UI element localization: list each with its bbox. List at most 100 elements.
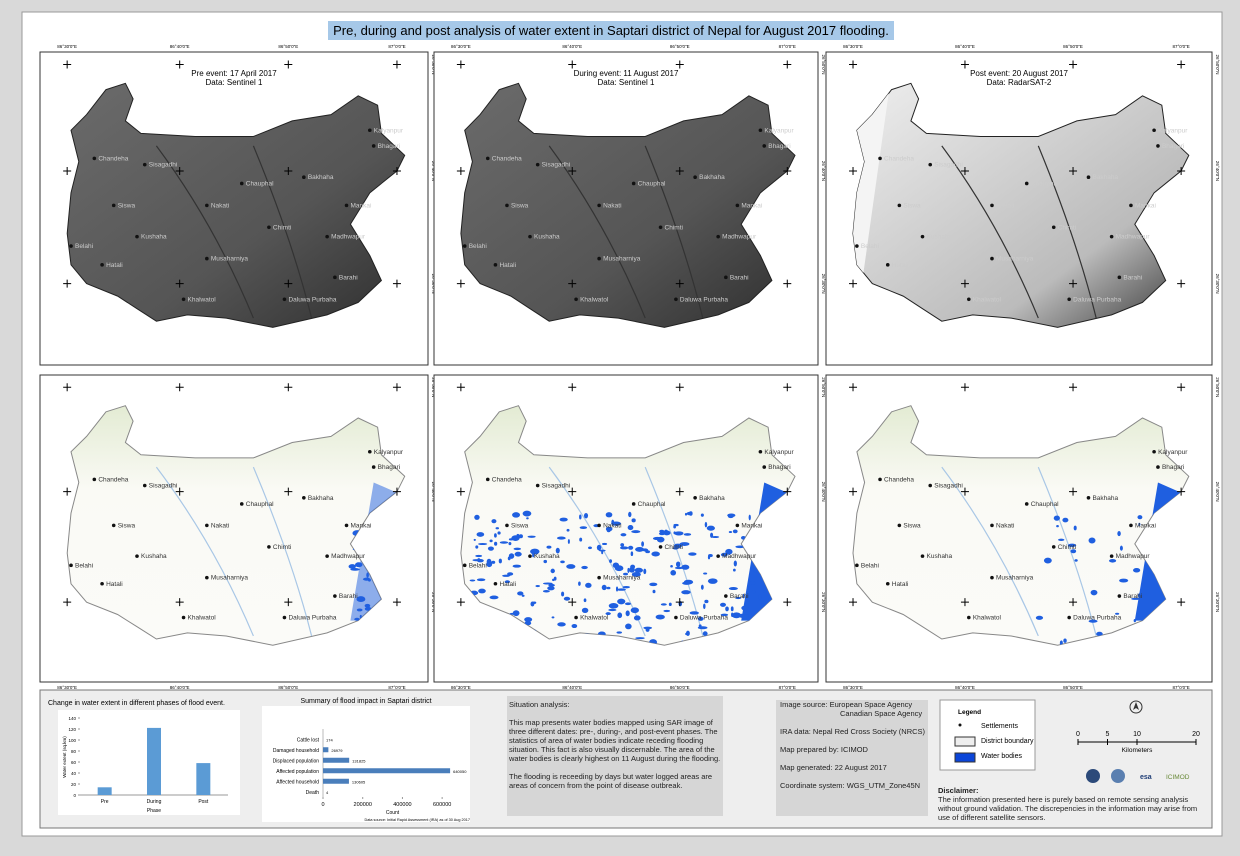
settlement: [758, 449, 763, 454]
chart-title: Change in water extent in different phas…: [48, 700, 225, 707]
water: [579, 514, 582, 520]
longitude-label: 87°0'0"E: [779, 685, 796, 690]
settlement: [142, 162, 147, 167]
scale-label: 20: [1192, 731, 1200, 738]
graticule-cross: [568, 487, 577, 496]
water: [656, 536, 665, 543]
x-axis-label: Phase: [147, 808, 161, 814]
settlement: [142, 483, 147, 488]
longitude-label: 86°40'0"E: [170, 44, 190, 49]
water: [476, 578, 486, 582]
settlement: [100, 581, 104, 586]
graticule-cross: [568, 60, 577, 69]
water: [663, 609, 671, 613]
river: [155, 466, 313, 637]
settlement-label: Kushaha: [927, 234, 953, 241]
longitude-label: 87°0'0"E: [388, 44, 405, 49]
settlement-label: Khalwatol: [973, 296, 1002, 303]
settlement-label: Kalyanpur: [374, 127, 404, 134]
water: [524, 620, 532, 626]
water: [659, 529, 665, 533]
water: [608, 603, 619, 609]
info-line: Map generated: 22 August 2017: [780, 763, 887, 772]
settlement: [597, 256, 601, 261]
graticule-cross: [568, 383, 577, 392]
water: [733, 560, 737, 567]
settlement: [855, 563, 859, 568]
water: [508, 553, 515, 559]
longitude-label: 86°50'0"E: [1063, 685, 1083, 690]
settlement: [493, 581, 498, 586]
settlement: [462, 244, 467, 248]
graticule-cross: [175, 166, 184, 175]
water: [1058, 538, 1065, 541]
latitude-label: 26°40'0"N: [1215, 161, 1220, 181]
longitude-label: 86°30'0"E: [843, 685, 863, 690]
settlement-label: Khalwatol: [188, 296, 217, 303]
settlement-label: Hatali: [499, 262, 516, 269]
water: [563, 596, 571, 601]
graticule-cross: [175, 279, 184, 288]
water: [711, 535, 720, 539]
water: [359, 614, 362, 619]
water: [513, 547, 522, 551]
info-line: IRA data: Nepal Red Cross Society (NRCS): [780, 727, 926, 736]
graticule-cross: [960, 487, 969, 496]
graticule-cross: [675, 598, 684, 607]
water: [557, 622, 566, 627]
water: [725, 606, 729, 612]
water: [1070, 549, 1077, 554]
water: [616, 631, 623, 634]
water: [532, 601, 537, 604]
water: [645, 627, 650, 632]
water: [675, 561, 681, 568]
settlement: [205, 256, 209, 261]
bar: [196, 763, 211, 795]
water: [514, 551, 522, 557]
water: [686, 511, 693, 516]
water: [706, 525, 715, 531]
legend-label: Settlements: [981, 723, 1018, 730]
longitude-label: 86°40'0"E: [562, 685, 582, 690]
y-tick-label: 80: [71, 749, 77, 754]
water: [631, 572, 641, 577]
settlement: [716, 554, 720, 558]
x-tick-label: 0: [321, 802, 324, 808]
situation-bg: [507, 696, 723, 816]
settlement-label: Sisagadhi: [149, 162, 178, 169]
data-label: 131825: [352, 758, 366, 763]
settlement-label: Chauphal: [1031, 180, 1059, 187]
water: [731, 612, 734, 618]
water: [530, 548, 540, 555]
panel-caption: Data: RadarSAT-2: [987, 78, 1052, 87]
water: [566, 564, 576, 569]
y-tick-label: Affected household: [276, 779, 319, 785]
panel-caption: Data: Sentinel 1: [598, 78, 655, 87]
settlement: [344, 203, 349, 208]
water: [620, 546, 629, 550]
panel-caption: Pre event: 17 April 2017: [191, 69, 277, 78]
graticule-cross: [1069, 383, 1078, 392]
settlement-label: Siswa: [118, 202, 136, 209]
graticule-cross: [175, 487, 184, 496]
graticule-cross: [783, 487, 792, 496]
water: [652, 589, 656, 594]
settlement-label: Bhagari: [768, 143, 790, 150]
settlement: [631, 502, 636, 506]
settlement: [505, 203, 509, 208]
graticule-cross: [960, 279, 969, 288]
water: [535, 585, 540, 588]
settlement-label: Kalyanpur: [1158, 449, 1188, 456]
settlement: [325, 234, 329, 239]
graticule-cross: [675, 60, 684, 69]
settlement-label: Siswa: [511, 522, 529, 529]
settlement: [282, 615, 287, 620]
situation: Situation analysis: This map presents wa…: [509, 700, 721, 790]
settlement: [855, 244, 859, 248]
water: [1035, 615, 1044, 620]
graticule-cross: [284, 487, 293, 496]
district: [66, 405, 406, 646]
settlement-label: Madhwapur: [722, 234, 757, 241]
water: [655, 614, 665, 620]
water: [548, 583, 555, 587]
